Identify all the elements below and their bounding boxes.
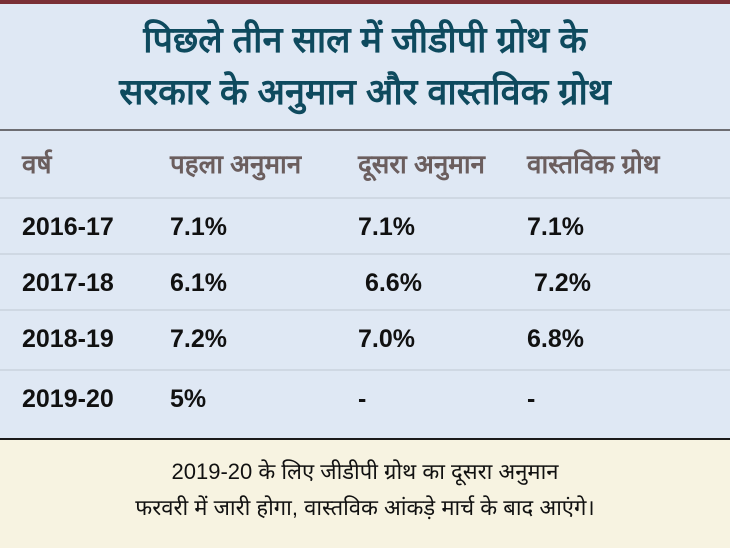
- cell-second-estimate: -: [358, 385, 367, 413]
- table-bottom-border: [0, 438, 730, 440]
- cell-first-estimate: 7.1%: [170, 213, 227, 241]
- cell-first-estimate: 7.2%: [170, 325, 227, 353]
- cell-first-estimate: 5%: [170, 385, 207, 413]
- row-divider: [0, 309, 730, 311]
- cell-actual-growth: 7.2%: [527, 269, 591, 297]
- cell-actual-growth: 7.1%: [527, 213, 584, 241]
- cell-second-estimate: 7.0%: [358, 325, 415, 353]
- header-first-estimate: पहला अनुमान: [170, 149, 302, 179]
- cell-year: 2016-17: [22, 213, 114, 241]
- page-title: पिछले तीन साल में जीडीपी ग्रोथ के सरकार …: [0, 14, 730, 118]
- cell-year: 2018-19: [22, 325, 114, 353]
- row-divider: [0, 197, 730, 199]
- title-line-2: सरकार के अनुमान और वास्तविक ग्रोथ: [119, 71, 611, 112]
- cell-actual-growth: -: [527, 385, 536, 413]
- footer-note: 2019-20 के लिए जीडीपी ग्रोथ का दूसरा अनु…: [0, 440, 730, 548]
- cell-year: 2019-20: [22, 385, 114, 413]
- cell-first-estimate: 6.1%: [170, 269, 227, 297]
- cell-second-estimate: 7.1%: [358, 213, 415, 241]
- cell-actual-growth: 6.8%: [527, 325, 584, 353]
- cell-second-estimate: 6.6%: [358, 269, 422, 297]
- footer-line-2: फरवरी में जारी होगा, वास्तविक आंकड़े मार…: [135, 495, 595, 520]
- footer-line-1: 2019-20 के लिए जीडीपी ग्रोथ का दूसरा अनु…: [171, 459, 559, 484]
- row-divider: [0, 253, 730, 255]
- header-second-estimate: दूसरा अनुमान: [358, 149, 485, 179]
- cell-year: 2017-18: [22, 269, 114, 297]
- table-header: वर्ष पहला अनुमान दूसरा अनुमान वास्तविक ग…: [0, 131, 730, 198]
- row-divider: [0, 369, 730, 371]
- top-accent-bar: [0, 0, 730, 4]
- title-divider: [0, 129, 730, 131]
- title-line-1: पिछले तीन साल में जीडीपी ग्रोथ के: [143, 19, 587, 60]
- header-actual-growth: वास्तविक ग्रोथ: [527, 149, 660, 179]
- header-year: वर्ष: [22, 149, 52, 179]
